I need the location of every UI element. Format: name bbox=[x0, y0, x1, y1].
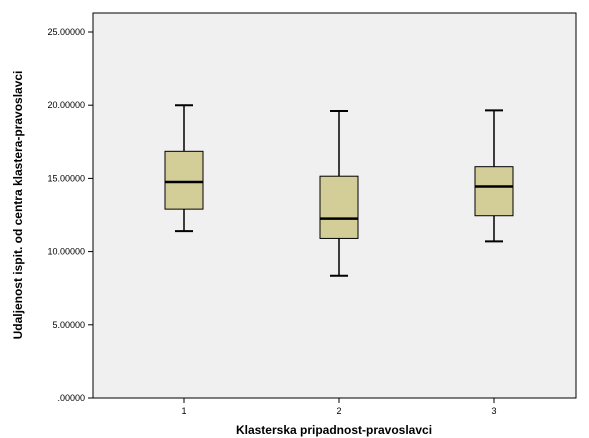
box-group-2 bbox=[319, 110, 359, 277]
y-axis-title: Udaljenost ispit. od centra klastera-pra… bbox=[11, 71, 25, 340]
y-tick-label: 25.00000 bbox=[47, 27, 85, 37]
boxes bbox=[164, 104, 514, 277]
x-tick-label: 3 bbox=[491, 406, 496, 416]
x-tick-label: 1 bbox=[181, 406, 186, 416]
y-tick-label: 5.00000 bbox=[52, 320, 85, 330]
y-tick-label: 15.00000 bbox=[47, 173, 85, 183]
y-axis: .00000 5.00000 10.00000 15.00000 20.00000 25.… bbox=[47, 27, 93, 403]
box bbox=[164, 150, 204, 210]
box bbox=[319, 175, 359, 239]
x-tick-label: 2 bbox=[336, 406, 341, 416]
x-axis-title: Klasterska pripadnost-pravoslavci bbox=[236, 423, 432, 437]
box-group-1 bbox=[164, 104, 204, 233]
box-group-3 bbox=[474, 109, 514, 243]
box bbox=[474, 166, 514, 217]
y-tick-label: 10.00000 bbox=[47, 247, 85, 257]
y-tick-label: .00000 bbox=[57, 393, 85, 403]
y-tick-label: 20.00000 bbox=[47, 100, 85, 110]
x-axis: 1 2 3 bbox=[181, 398, 497, 416]
